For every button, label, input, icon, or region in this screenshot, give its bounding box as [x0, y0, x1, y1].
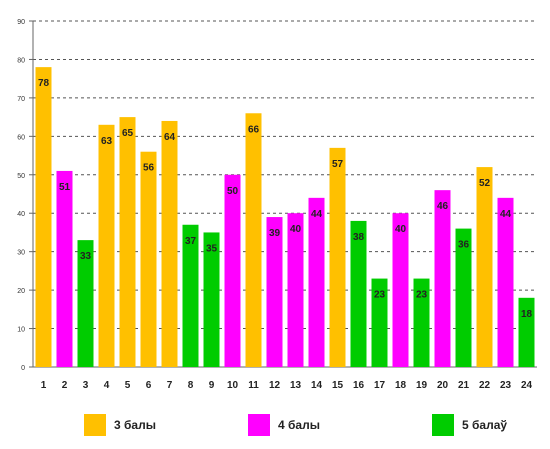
- bar: [287, 213, 304, 367]
- y-tick-label: 30: [17, 250, 25, 257]
- bar: [98, 124, 115, 367]
- x-tick-label: 9: [209, 380, 215, 391]
- bar: [224, 174, 241, 367]
- bar-chart: 0102030405060708090781512333634655566647…: [17, 19, 537, 391]
- bar: [392, 213, 409, 367]
- x-tick-label: 11: [248, 380, 259, 391]
- y-tick-label: 50: [17, 173, 25, 180]
- x-tick-label: 10: [227, 380, 239, 391]
- data-label: 52: [479, 178, 491, 189]
- data-label: 23: [416, 290, 428, 301]
- bar: [35, 67, 52, 367]
- x-tick-label: 1: [41, 380, 47, 391]
- legend-label-4-baly: 4 балы: [278, 418, 320, 432]
- data-label: 37: [185, 236, 197, 247]
- x-tick-label: 8: [188, 380, 194, 391]
- y-tick-label: 10: [17, 327, 25, 334]
- bar: [266, 217, 283, 367]
- bar: [413, 278, 430, 367]
- data-label: 66: [248, 124, 260, 135]
- data-label: 51: [59, 182, 71, 193]
- x-tick-label: 17: [374, 380, 386, 391]
- x-tick-label: 21: [458, 380, 470, 391]
- bar: [140, 151, 157, 367]
- data-label: 64: [164, 132, 176, 143]
- data-label: 18: [521, 309, 533, 320]
- bar: [476, 167, 493, 367]
- x-tick-label: 23: [500, 380, 512, 391]
- data-label: 44: [500, 209, 512, 220]
- x-tick-label: 5: [125, 380, 131, 391]
- data-label: 63: [101, 136, 113, 147]
- bar: [56, 170, 73, 367]
- data-label: 50: [227, 186, 239, 197]
- legend-swatch-5-balau: [432, 414, 454, 436]
- data-label: 33: [80, 251, 92, 262]
- x-tick-label: 18: [395, 380, 407, 391]
- x-tick-label: 19: [416, 380, 428, 391]
- bar: [371, 278, 388, 367]
- x-tick-label: 16: [353, 380, 365, 391]
- bar: [161, 120, 178, 367]
- x-tick-label: 24: [521, 380, 533, 391]
- bar: [518, 297, 535, 367]
- x-tick-label: 15: [332, 380, 344, 391]
- data-label: 44: [311, 209, 323, 220]
- bar: [329, 147, 346, 367]
- x-tick-label: 4: [104, 380, 110, 391]
- data-label: 35: [206, 243, 218, 254]
- data-label: 65: [122, 128, 134, 139]
- bar: [203, 232, 220, 367]
- bar: [245, 113, 262, 368]
- x-tick-label: 14: [311, 380, 323, 391]
- bar: [434, 190, 451, 367]
- data-label: 38: [353, 232, 365, 243]
- bar: [455, 228, 472, 367]
- legend-swatch-3-baly: [84, 414, 106, 436]
- legend-item-3-baly: 3 балы: [84, 414, 156, 436]
- bar: [308, 197, 325, 367]
- x-tick-label: 2: [62, 380, 68, 391]
- legend-item-4-baly: 4 балы: [248, 414, 320, 436]
- x-tick-label: 22: [479, 380, 491, 391]
- y-tick-label: 0: [21, 365, 25, 372]
- data-label: 23: [374, 290, 386, 301]
- y-tick-label: 80: [17, 57, 25, 64]
- y-tick-label: 20: [17, 288, 25, 295]
- x-tick-label: 20: [437, 380, 449, 391]
- y-tick-label: 60: [17, 134, 25, 141]
- legend-label-3-baly: 3 балы: [114, 418, 156, 432]
- data-label: 40: [290, 224, 302, 235]
- data-label: 40: [395, 224, 407, 235]
- x-tick-label: 3: [83, 380, 89, 391]
- data-label: 78: [38, 78, 50, 89]
- legend-label-5-balau: 5 балаў: [462, 418, 508, 432]
- legend-item-5-balau: 5 балаў: [432, 414, 507, 436]
- bar: [119, 117, 136, 367]
- data-label: 57: [332, 159, 344, 170]
- legend-swatch-4-baly: [248, 414, 270, 436]
- y-tick-label: 90: [17, 19, 25, 26]
- data-label: 56: [143, 163, 155, 174]
- x-tick-label: 13: [290, 380, 302, 391]
- bar: [497, 197, 514, 367]
- data-label: 39: [269, 228, 281, 239]
- bar: [182, 224, 199, 367]
- bar: [350, 220, 367, 367]
- x-tick-label: 7: [167, 380, 173, 391]
- bar: [77, 240, 94, 367]
- x-tick-label: 6: [146, 380, 152, 391]
- y-tick-label: 70: [17, 96, 25, 103]
- data-label: 46: [437, 201, 449, 212]
- x-tick-label: 12: [269, 380, 281, 391]
- y-tick-label: 40: [17, 211, 25, 218]
- data-label: 36: [458, 240, 470, 251]
